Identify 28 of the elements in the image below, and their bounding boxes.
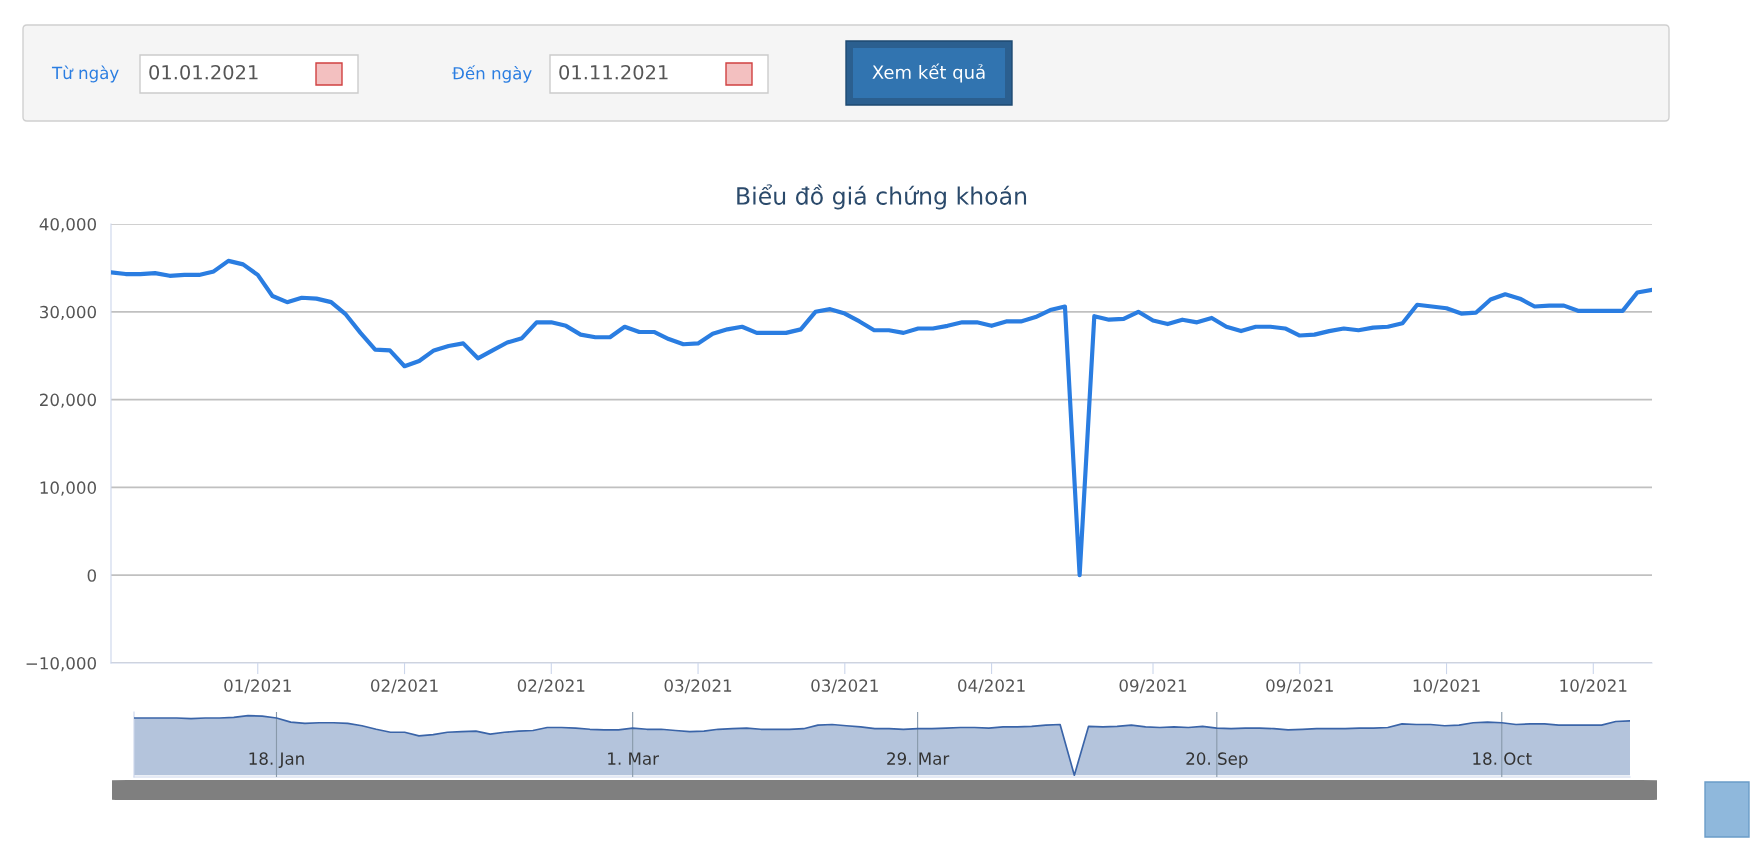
y-tick-label: 30,000 [40,305,96,321]
x-tick-label: 09/2021 [1266,679,1333,694]
x-tick-label: 02/2021 [371,679,438,694]
y-tick-label: 0 [87,569,96,582]
y-tick-label: −10,000 [26,656,96,672]
x-tick-label: 10/2021 [1560,679,1627,694]
x-tick-label: 1. Mar [608,752,659,765]
y-tick-label: 10,000 [40,481,96,496]
x-tick-label: 18. Jan [249,752,304,768]
y-tick-label: 20,000 [40,393,96,408]
text: Đến ngày [452,65,532,83]
x-tick-label: 04/2021 [958,679,1025,694]
chart-title: Biểu đồ giá chứng khoán [737,184,1027,210]
x-tick-label: 09/2021 [1119,679,1187,694]
x-tick-label: 20. Sep [1186,752,1248,769]
x-tick-label: 18. Oct [1473,752,1532,765]
text: 01.11.2021 [559,64,668,80]
x-tick-label: 01/2021 [224,679,291,694]
x-tick-label: 03/2021 [664,679,732,694]
text: Từ ngày [51,65,119,83]
text: Xem kết quả [872,63,985,83]
y-tick-label: 40,000 [39,217,96,233]
x-tick-label: 02/2021 [517,679,585,694]
x-tick-label: 29. Mar [887,752,950,765]
x-tick-label: 03/2021 [811,679,878,694]
text: 01.01.2021 [149,64,258,80]
line-series [111,258,1652,578]
x-tick-label: 10/2021 [1413,679,1480,694]
